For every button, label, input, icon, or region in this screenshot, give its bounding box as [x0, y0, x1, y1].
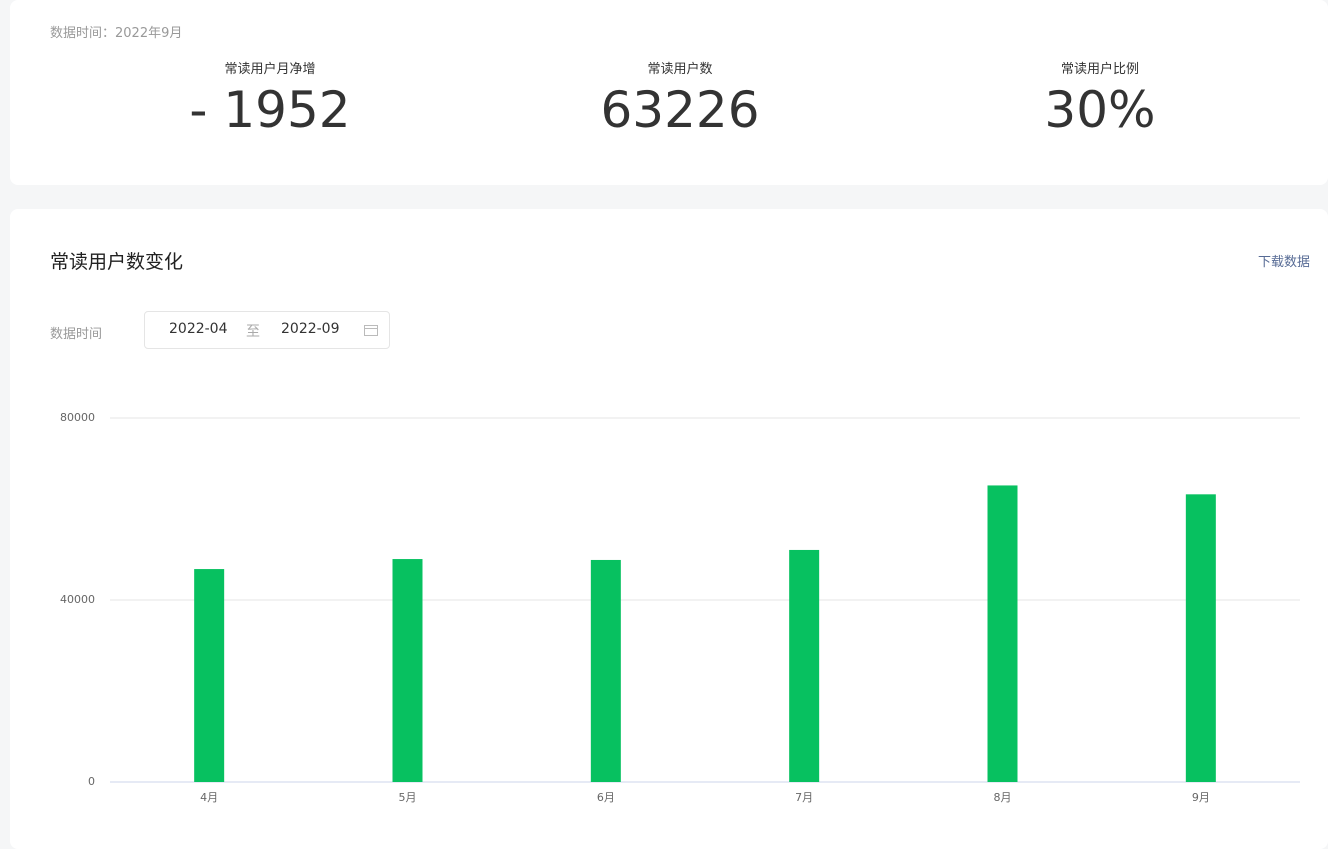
download-link[interactable]: 下载数据	[1257, 255, 1310, 270]
stat-label: 常读用户比例	[1060, 62, 1139, 77]
summary-card: 数据时间：2022年9月 常读用户月净增 - 1952 常读用户数 63226 常读…	[10, 0, 1328, 185]
x-tick-label: 6月	[597, 791, 615, 804]
stat: 常读用户数 63226	[530, 58, 830, 139]
data-time: 数据时间：2022年9月	[50, 26, 183, 41]
stat-label: 常读用户月净增	[224, 62, 316, 77]
x-tick-label: 8月	[994, 791, 1012, 804]
bar	[987, 485, 1018, 782]
stat-value: 30%	[1044, 81, 1156, 139]
bar	[392, 559, 423, 782]
bar	[789, 549, 820, 782]
x-tick-label: 4月	[200, 791, 218, 804]
bar	[1185, 494, 1216, 782]
chart-title: 常读用户数变化	[50, 251, 184, 273]
stat: 常读用户月净增 - 1952	[120, 58, 420, 139]
x-tick-label: 7月	[795, 791, 813, 804]
y-tick-label: 40000	[60, 593, 95, 606]
date-range-picker[interactable]: 2022-04 至 2022-09	[144, 311, 390, 349]
stat: 常读用户比例 30%	[950, 58, 1250, 139]
bar	[194, 569, 225, 782]
stat-value: - 1952	[189, 81, 351, 139]
filter-label: 数据时间	[50, 327, 103, 342]
end-date: 2022-09	[281, 321, 340, 337]
y-tick-label: 80000	[60, 411, 95, 424]
y-tick-label: 0	[88, 775, 95, 788]
x-tick-label: 9月	[1192, 791, 1210, 804]
stat-label: 常读用户数	[647, 62, 713, 77]
bar	[590, 559, 621, 782]
stat-value: 63226	[600, 81, 760, 139]
separator: 至	[246, 324, 260, 340]
calendar-icon	[364, 325, 378, 336]
x-tick-label: 5月	[399, 791, 417, 804]
start-date: 2022-04	[169, 321, 228, 337]
chart-card: 常读用户数变化 下载数据 数据时间 2022-04 至 2022-09	[10, 209, 1328, 849]
